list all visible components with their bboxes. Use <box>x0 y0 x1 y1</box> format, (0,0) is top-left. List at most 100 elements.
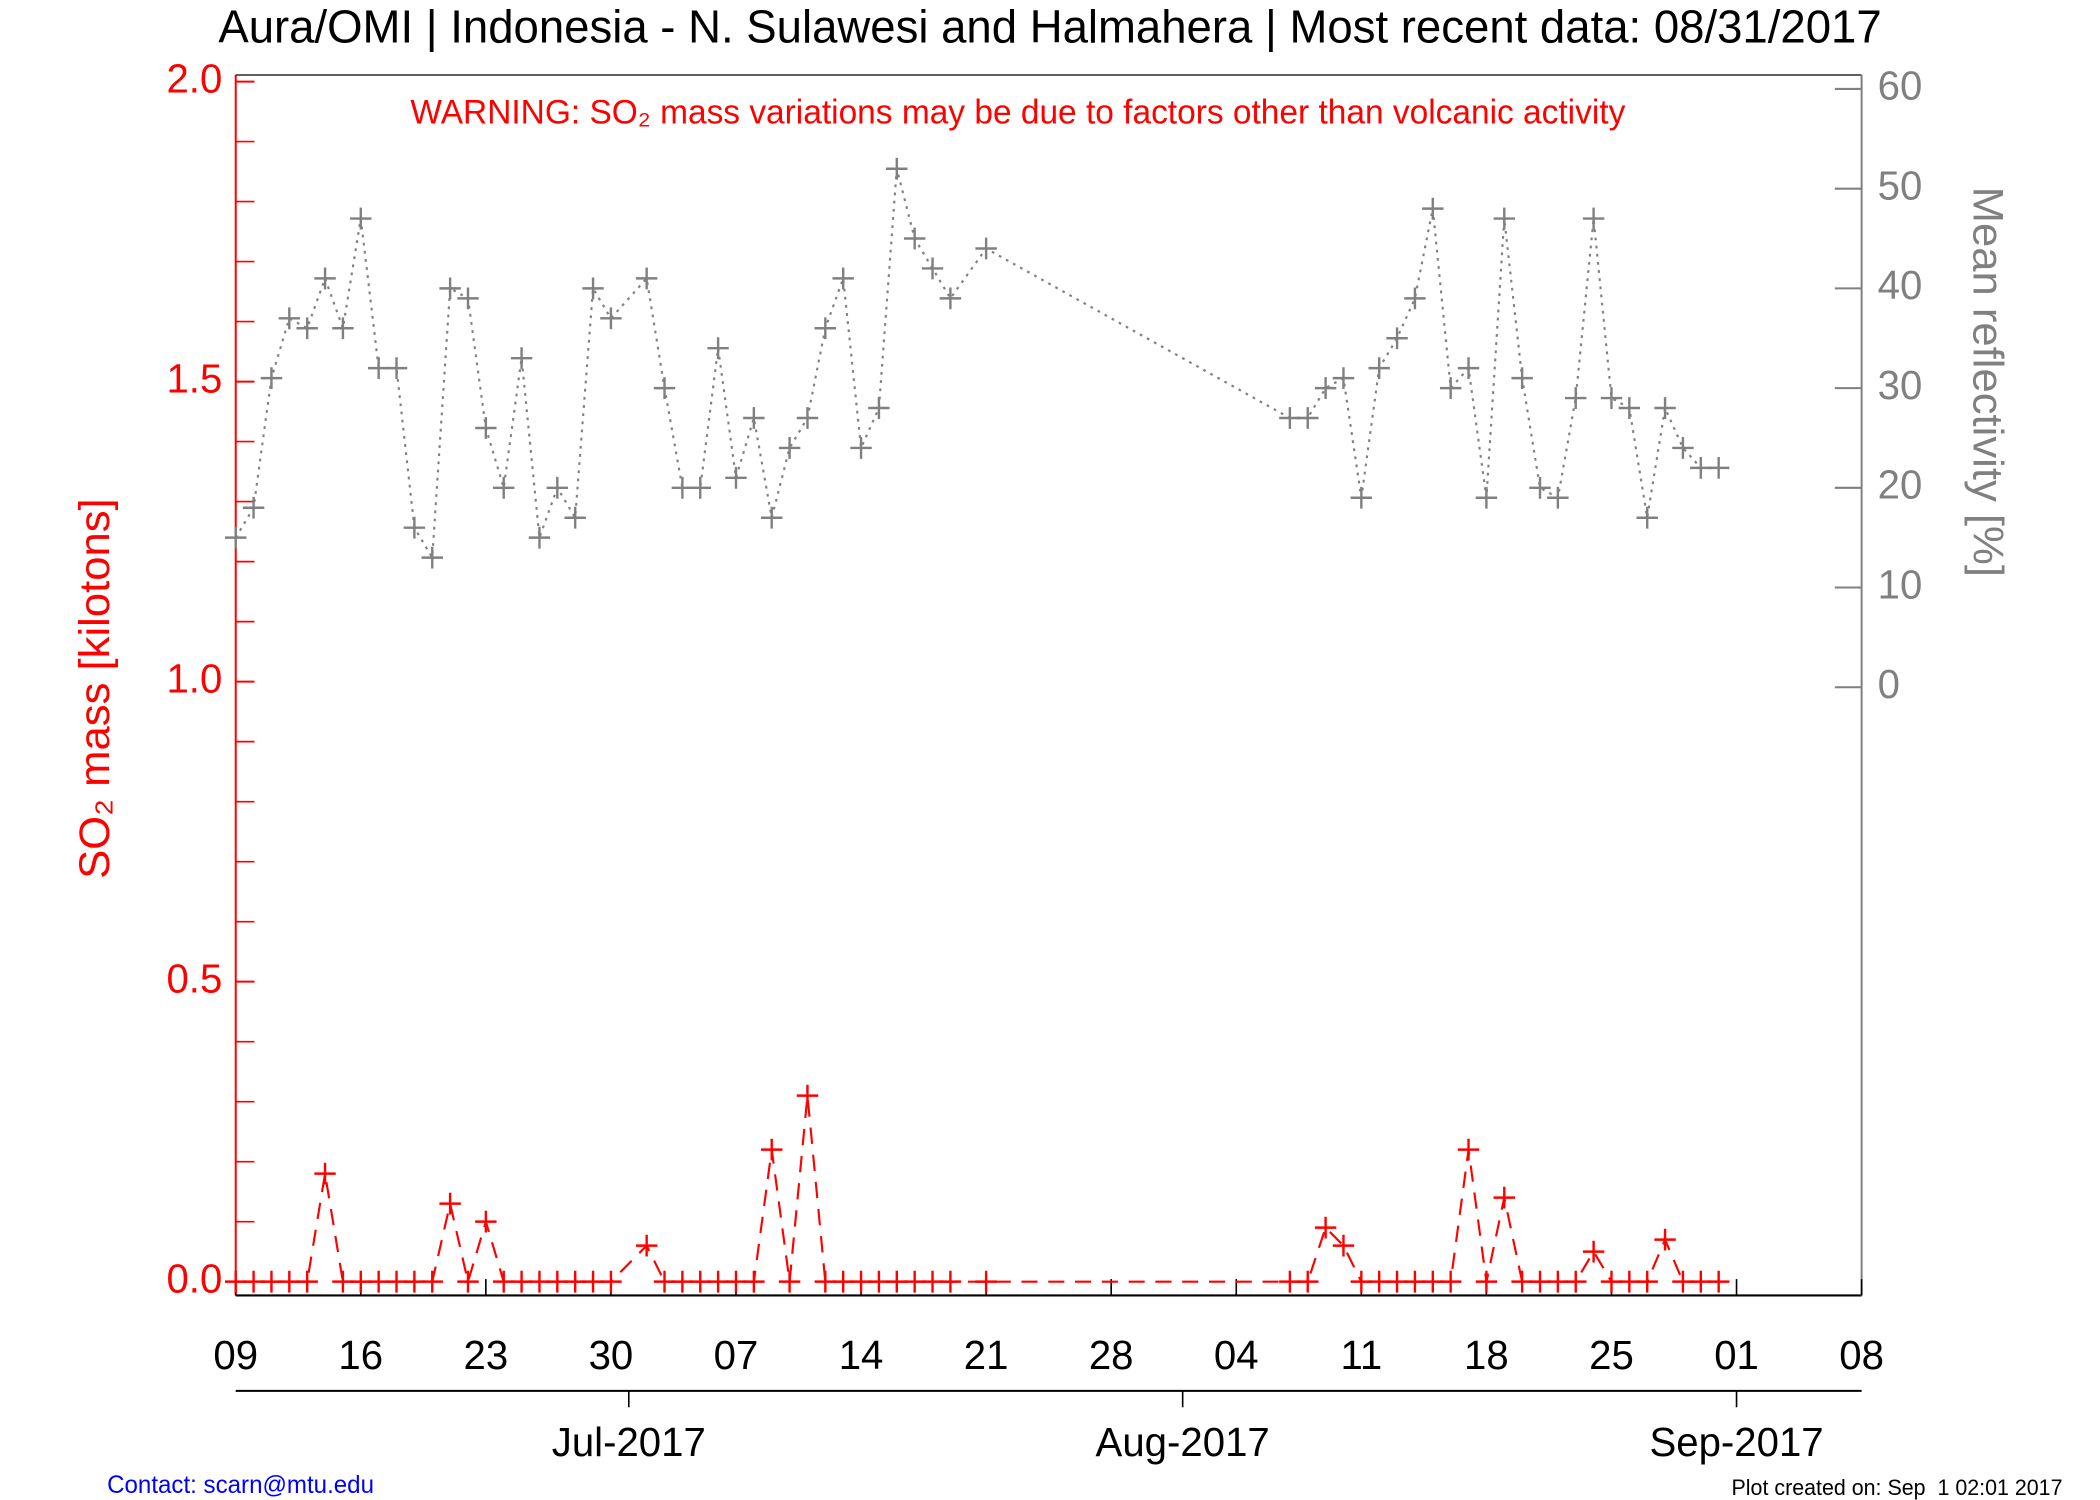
point-marker <box>939 1270 962 1293</box>
point-marker <box>1368 357 1390 380</box>
y-tick-label: 1.5 <box>166 355 222 401</box>
point-marker <box>475 1210 497 1233</box>
point-marker <box>778 437 801 459</box>
point-marker <box>600 1270 622 1293</box>
point-marker <box>903 227 926 250</box>
plot-created: Plot created on: Sep 1 02:01 2017 <box>1732 1475 2063 1500</box>
chart-title: Aura/OMI | Indonesia - N. Sulawesi and H… <box>218 0 1881 52</box>
point-marker <box>1636 506 1658 529</box>
point-marker <box>796 407 819 429</box>
y2-axis-label: Mean reflectivity [%] <box>1964 187 2012 577</box>
point-marker <box>314 267 336 290</box>
x-tick-label: 08 <box>1839 1332 1884 1378</box>
point-marker <box>868 1270 890 1293</box>
x-tick-label: 14 <box>839 1332 884 1378</box>
point-marker <box>385 1270 408 1293</box>
point-marker <box>367 1270 390 1293</box>
point-marker <box>242 1270 265 1293</box>
point-marker <box>510 347 533 370</box>
point-marker <box>1707 456 1730 479</box>
point-marker <box>689 476 711 499</box>
point-marker <box>493 1270 515 1293</box>
x-tick-label: 30 <box>589 1332 634 1378</box>
point-marker <box>761 506 783 529</box>
point-marker <box>1386 1270 1408 1293</box>
point-marker <box>296 1270 318 1293</box>
point-marker <box>332 317 354 340</box>
point-marker <box>743 1270 765 1293</box>
month-tick-label: Aug-2017 <box>1096 1419 1270 1465</box>
point-marker <box>832 1270 854 1293</box>
point-marker <box>1422 197 1444 220</box>
y-tick-label: 0.0 <box>166 1255 222 1301</box>
point-marker <box>367 357 390 380</box>
point-marker <box>1600 387 1623 409</box>
point-marker <box>1565 387 1587 409</box>
point-marker <box>671 476 694 499</box>
x-tick-label: 23 <box>464 1332 509 1378</box>
y-tick-label: 2.0 <box>166 55 222 101</box>
point-marker <box>743 407 765 429</box>
point-marker <box>564 1270 586 1293</box>
point-marker <box>725 466 747 489</box>
point-marker <box>1618 1270 1641 1293</box>
point-marker <box>850 1270 872 1293</box>
point-marker <box>653 377 676 399</box>
point-marker <box>1475 486 1498 509</box>
y2-tick-label: 50 <box>1878 162 1923 208</box>
point-marker <box>1529 476 1551 499</box>
point-marker <box>1350 486 1373 509</box>
point-marker <box>1439 1270 1462 1293</box>
point-marker <box>1404 1270 1426 1293</box>
point-marker <box>1368 1270 1390 1293</box>
point-marker <box>546 1270 569 1293</box>
x-tick-label: 16 <box>338 1332 383 1378</box>
point-marker <box>1690 456 1712 479</box>
point-marker <box>1547 1270 1569 1293</box>
x-tick-label: 18 <box>1464 1332 1509 1378</box>
point-marker <box>1529 1270 1551 1293</box>
point-marker <box>868 397 890 419</box>
point-marker <box>1386 327 1408 350</box>
point-marker <box>939 287 962 310</box>
point-marker <box>350 1270 372 1293</box>
point-marker <box>314 1162 336 1185</box>
point-marker <box>457 1270 479 1293</box>
point-marker <box>421 546 443 569</box>
point-marker <box>1422 1270 1444 1293</box>
point-marker <box>1636 1270 1658 1293</box>
point-marker <box>457 287 479 310</box>
y-tick-label: 0.5 <box>166 955 222 1001</box>
point-marker <box>1279 1270 1301 1293</box>
y2-tick-label: 40 <box>1878 262 1923 308</box>
point-marker <box>224 1270 247 1293</box>
point-marker <box>1439 377 1462 399</box>
point-marker <box>350 207 372 230</box>
point-marker <box>886 1270 908 1293</box>
point-marker <box>332 1270 354 1293</box>
y2-tick-label: 10 <box>1878 561 1923 607</box>
x-tick-label: 21 <box>964 1332 1009 1378</box>
point-marker <box>814 1270 837 1293</box>
point-marker <box>1547 486 1569 509</box>
point-marker <box>1582 1240 1605 1263</box>
point-marker <box>1690 1270 1712 1293</box>
point-marker <box>1297 1270 1319 1293</box>
point-marker <box>653 1270 676 1293</box>
point-marker <box>1654 1228 1676 1251</box>
warning: WARNING: SO₂ mass variations may be due … <box>410 93 1625 131</box>
point-marker <box>850 437 872 459</box>
point-marker <box>242 496 265 519</box>
point-marker <box>493 476 515 499</box>
point-marker <box>403 516 426 539</box>
point-marker <box>707 1270 729 1293</box>
point-marker <box>1493 207 1515 230</box>
point-marker <box>600 307 622 330</box>
point-marker <box>635 1234 658 1257</box>
y2-tick-label: 60 <box>1878 62 1923 108</box>
point-marker <box>921 257 944 280</box>
x-tick-label: 25 <box>1589 1332 1634 1378</box>
point-marker <box>903 1270 926 1293</box>
point-marker <box>546 476 569 499</box>
point-marker <box>564 506 586 529</box>
